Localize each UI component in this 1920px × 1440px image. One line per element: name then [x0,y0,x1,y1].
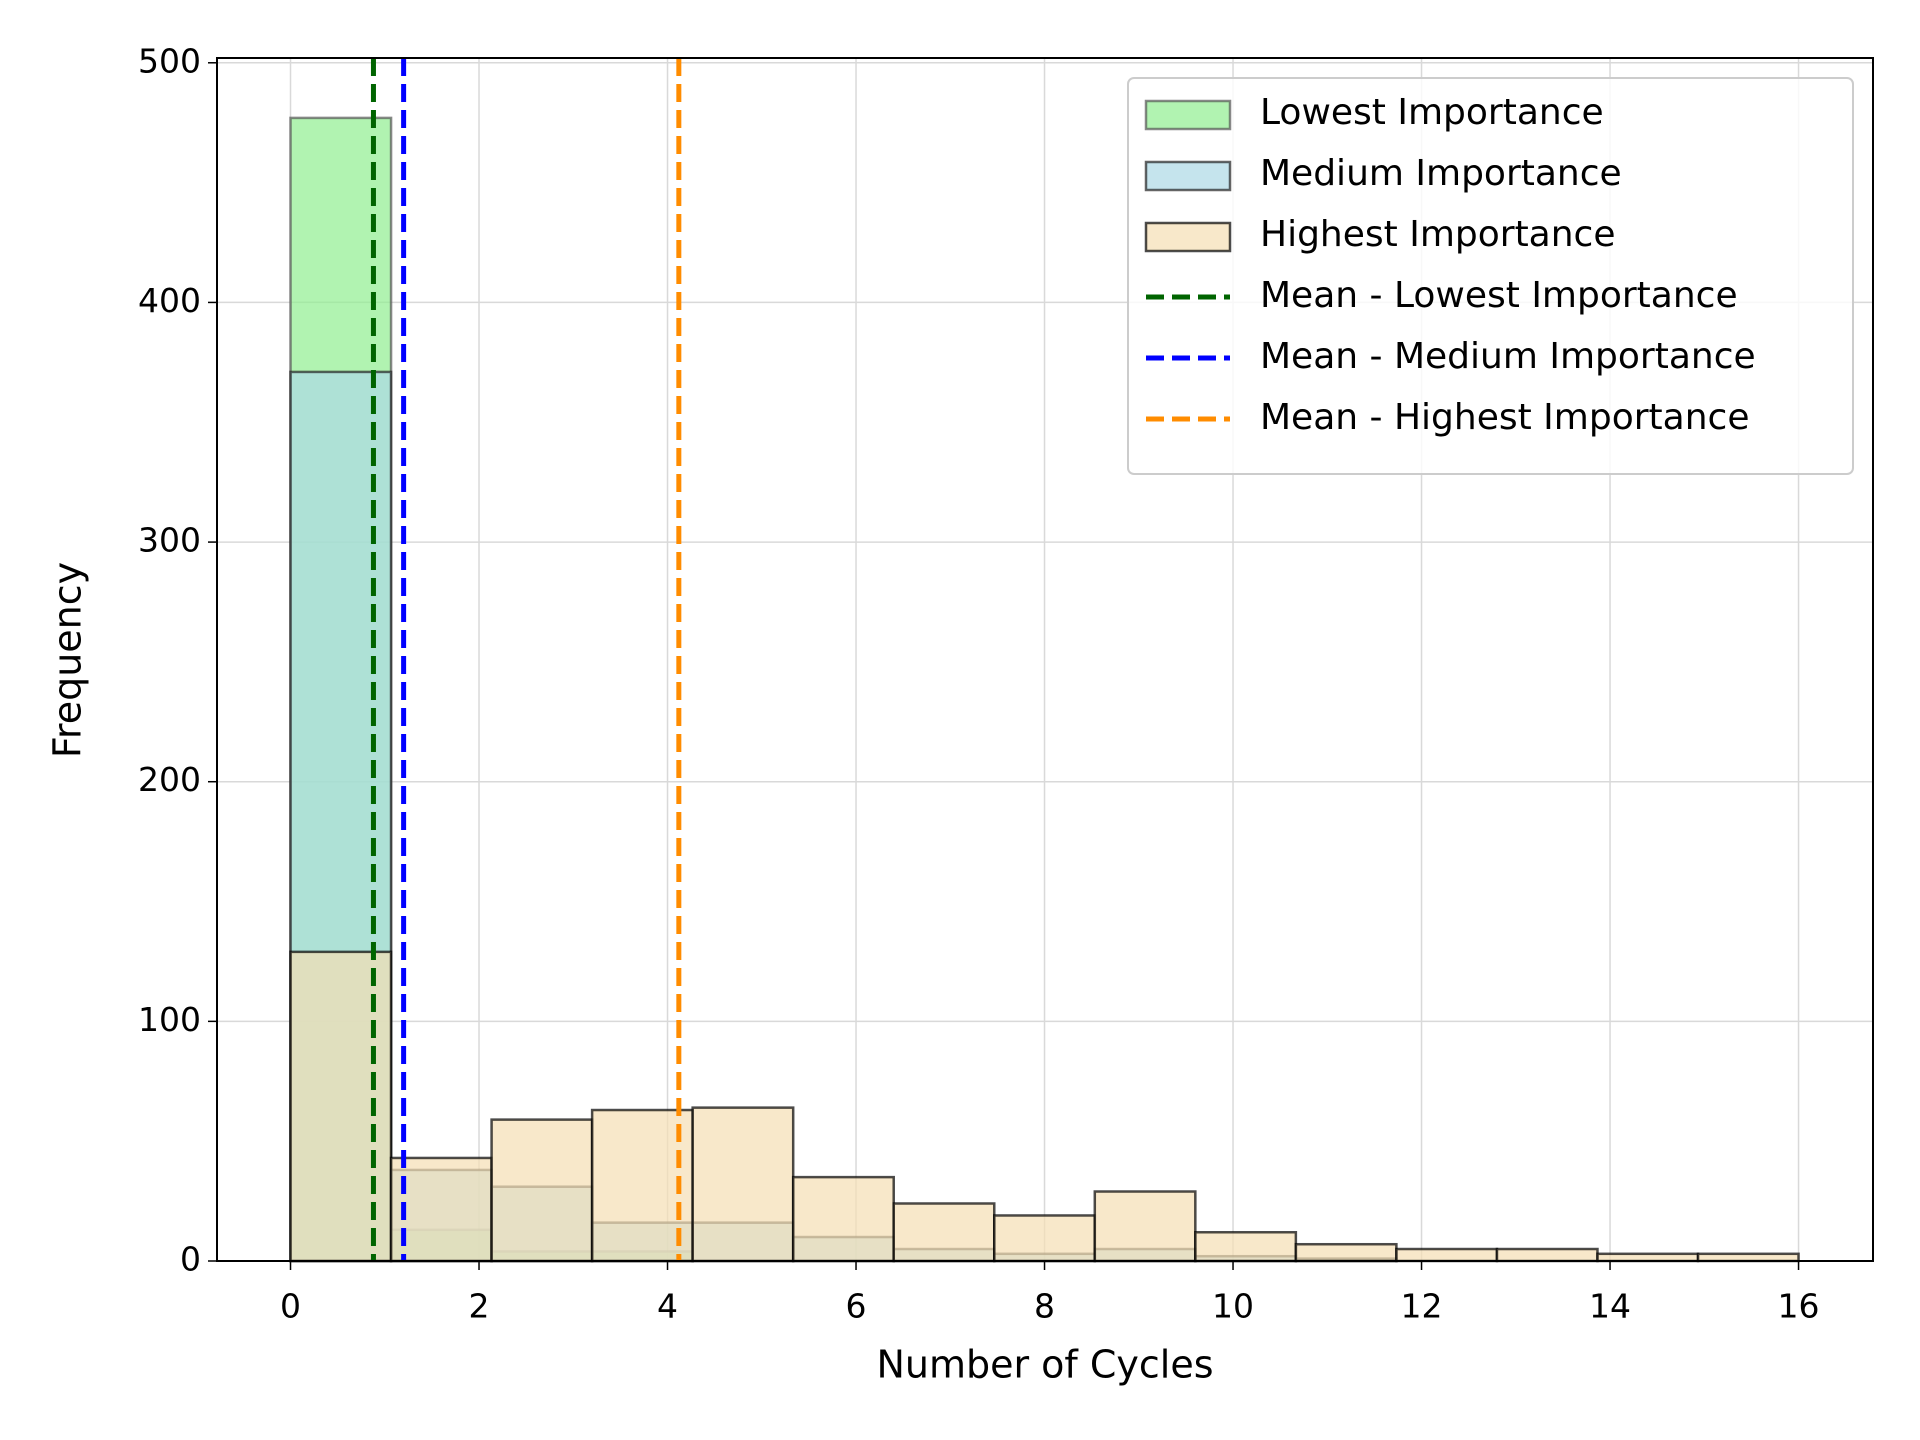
x-tick-label: 12 [1401,1287,1443,1326]
x-tick-label: 10 [1212,1287,1254,1326]
y-axis-title: Frequency [46,562,90,758]
histogram-bar [490,1118,594,1263]
x-tick-label: 8 [1034,1287,1055,1326]
legend-label: Medium Importance [1260,153,1622,194]
x-tick-label: 0 [280,1287,301,1326]
histogram-bar [1596,1252,1700,1263]
legend-label: Mean - Medium Importance [1260,336,1756,377]
histogram-bar [993,1214,1097,1263]
histogram-bar [1093,1190,1197,1263]
x-tick-label: 14 [1589,1287,1631,1326]
histogram-bar [389,1156,493,1263]
legend-swatch [1144,160,1232,192]
legend-box [1127,77,1854,475]
legend-swatch [1144,221,1232,253]
y-tick-label: 0 [180,1240,201,1279]
histogram-bar [1294,1242,1398,1263]
histogram-bar [590,1108,694,1263]
x-tick-label: 2 [469,1287,490,1326]
plot-frame [216,57,1874,1262]
histogram-bar [1395,1247,1499,1263]
y-tick-label: 400 [138,281,201,320]
histogram-bar [691,1106,795,1263]
histogram-bar [1194,1230,1298,1263]
x-tick-label: 6 [846,1287,867,1326]
histogram-bar [289,950,393,1263]
histogram-bar [791,1175,895,1263]
y-tick-label: 300 [138,521,201,560]
x-tick-label: 4 [657,1287,678,1326]
legend-label: Mean - Highest Importance [1260,397,1749,438]
legend-label: Highest Importance [1260,214,1616,255]
histogram-bar [1696,1252,1800,1263]
y-tick-label: 100 [138,1000,201,1039]
histogram-bar [1495,1247,1599,1263]
y-tick-label: 200 [138,760,201,799]
legend-label: Lowest Importance [1260,92,1604,133]
histogram-bar [892,1202,996,1263]
x-axis-title: Number of Cycles [876,1343,1213,1387]
legend-swatch [1144,99,1232,131]
x-tick-label: 16 [1778,1287,1820,1326]
legend: Lowest Importance Medium Importance Highes… [1127,77,1854,475]
y-tick-label: 500 [138,41,201,80]
legend-label: Mean - Lowest Importance [1260,275,1738,316]
